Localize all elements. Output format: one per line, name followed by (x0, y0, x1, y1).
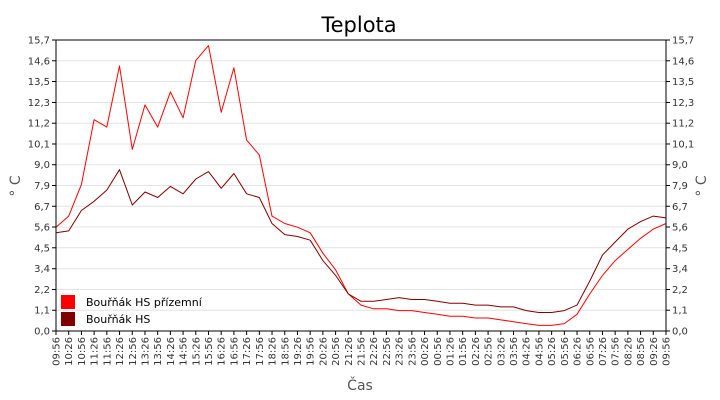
x-tick-label: 07:56 (611, 337, 622, 366)
y-tick-label-right: 2,2 (672, 285, 688, 296)
x-tick-label: 10:26 (64, 337, 75, 366)
y-tick-label-right: 15,7 (672, 36, 694, 47)
y-tick-label-left: 6,7 (34, 202, 50, 213)
x-tick-label: 11:26 (90, 337, 101, 366)
x-tick-label: 08:56 (636, 337, 647, 366)
y-tick-label-right: 10,1 (672, 139, 694, 150)
x-tick-label: 20:26 (318, 337, 329, 366)
x-tick-label: 04:56 (534, 337, 545, 366)
x-tick-label: 18:26 (268, 337, 279, 366)
series-line-2 (55, 169, 667, 313)
y-tick-label-right: 11,2 (672, 119, 694, 130)
x-tick-label: 09:26 (649, 337, 660, 366)
y-tick-label-left: 0,0 (34, 327, 50, 338)
x-tick-label: 11:56 (102, 337, 113, 366)
y-tick-label-right: 1,1 (672, 306, 688, 317)
x-tick-label: 02:26 (471, 337, 482, 366)
x-tick-label: 21:56 (357, 337, 368, 366)
y-tick-label-right: 14,6 (672, 56, 694, 67)
x-tick-label: 07:26 (598, 337, 609, 366)
y-tick-label-left: 15,7 (28, 36, 50, 47)
x-tick-label: 19:26 (293, 337, 304, 366)
x-tick-label: 19:56 (306, 337, 317, 366)
x-tick-label: 06:56 (585, 337, 596, 366)
x-tick-label: 02:56 (484, 337, 495, 366)
x-tick-label: 05:26 (547, 337, 558, 366)
legend-label: Bouřňák HS (86, 313, 150, 326)
x-tick-label: 10:56 (77, 337, 88, 366)
y-axis-left: 0,0 1,1 2,2 3,4 4,5 5,6 6,7 7,9 9,0 10,1 11,2 12,3 1… (28, 36, 56, 338)
x-tick-label: 20:56 (331, 337, 342, 366)
x-tick-label: 16:26 (217, 337, 228, 366)
x-tick-label: 12:26 (115, 337, 126, 366)
x-tick-label: 01:26 (445, 337, 456, 366)
x-tick-label: 12:56 (128, 337, 139, 366)
x-tick-label: 03:26 (496, 337, 507, 366)
grid-lines (56, 39, 666, 332)
y-tick-label-left: 1,1 (34, 306, 50, 317)
x-tick-label: 23:56 (407, 337, 418, 366)
series-line-1 (55, 45, 667, 326)
y-tick-label-left: 3,4 (34, 264, 50, 275)
y-tick-label-left: 12,3 (28, 98, 50, 109)
x-tick-label: 09:56 (52, 337, 63, 366)
x-tick-label: 06:26 (573, 337, 584, 366)
x-tick-label: 14:56 (179, 337, 190, 366)
x-tick-label: 22:56 (382, 337, 393, 366)
legend-swatch (61, 295, 75, 309)
x-tick-label: 01:56 (458, 337, 469, 366)
x-tick-label: 13:56 (153, 337, 164, 366)
legend-swatch (61, 312, 75, 326)
chart-title: Teplota (320, 13, 396, 37)
series-lines (55, 45, 667, 326)
x-tick-label: 15:56 (204, 337, 215, 366)
x-tick-label: 21:26 (344, 337, 355, 366)
y-tick-label-left: 5,6 (34, 223, 50, 234)
x-axis: 09:56 10:26 10:56 11:26 11:56 12:26 12:56 13:26… (52, 331, 673, 366)
x-tick-label: 17:56 (255, 337, 266, 366)
y-tick-label-right: 3,4 (672, 264, 688, 275)
x-tick-label: 00:56 (433, 337, 444, 366)
y-tick-label-left: 14,6 (28, 56, 50, 67)
x-tick-label: 05:56 (560, 337, 571, 366)
x-tick-label: 13:26 (140, 337, 151, 366)
y-tick-label-right: 5,6 (672, 223, 688, 234)
x-tick-label: 18:56 (280, 337, 291, 366)
x-axis-label: Čas (347, 376, 373, 394)
y-axis-label-left: ° C (8, 175, 24, 196)
x-tick-label: 15:26 (191, 337, 202, 366)
y-tick-label-right: 9,0 (672, 160, 688, 171)
x-tick-label: 04:26 (522, 337, 533, 366)
y-tick-label-left: 7,9 (34, 181, 50, 192)
y-tick-label-right: 7,9 (672, 181, 688, 192)
y-tick-label-right: 12,3 (672, 98, 694, 109)
y-axis-right: 0,0 1,1 2,2 3,4 4,5 5,6 6,7 7,9 9,0 10,1 11,2 12,3 1… (666, 36, 694, 338)
y-tick-label-right: 13,5 (672, 77, 694, 88)
legend-label: Bouřňák HS přízemní (86, 296, 203, 309)
x-tick-label: 08:26 (623, 337, 634, 366)
y-tick-label-right: 4,5 (672, 243, 688, 254)
x-tick-label: 23:26 (395, 337, 406, 366)
legend: Bouřňák HS přízemní Bouřňák HS (61, 295, 203, 326)
x-tick-label: 14:26 (166, 337, 177, 366)
y-tick-label-left: 10,1 (28, 139, 50, 150)
y-axis-label-right: ° C (694, 175, 710, 196)
y-tick-label-left: 4,5 (34, 243, 50, 254)
x-tick-label: 00:26 (420, 337, 431, 366)
x-tick-label: 17:26 (242, 337, 253, 366)
x-tick-label: 22:26 (369, 337, 380, 366)
x-tick-label: 03:56 (509, 337, 520, 366)
y-tick-label-right: 0,0 (672, 327, 688, 338)
y-tick-label-left: 11,2 (28, 119, 50, 130)
y-tick-label-right: 6,7 (672, 202, 688, 213)
y-tick-label-left: 9,0 (34, 160, 50, 171)
y-tick-label-left: 2,2 (34, 285, 50, 296)
x-tick-label: 16:56 (229, 337, 240, 366)
x-tick-label: 09:56 (662, 337, 673, 366)
y-tick-label-left: 13,5 (28, 77, 50, 88)
